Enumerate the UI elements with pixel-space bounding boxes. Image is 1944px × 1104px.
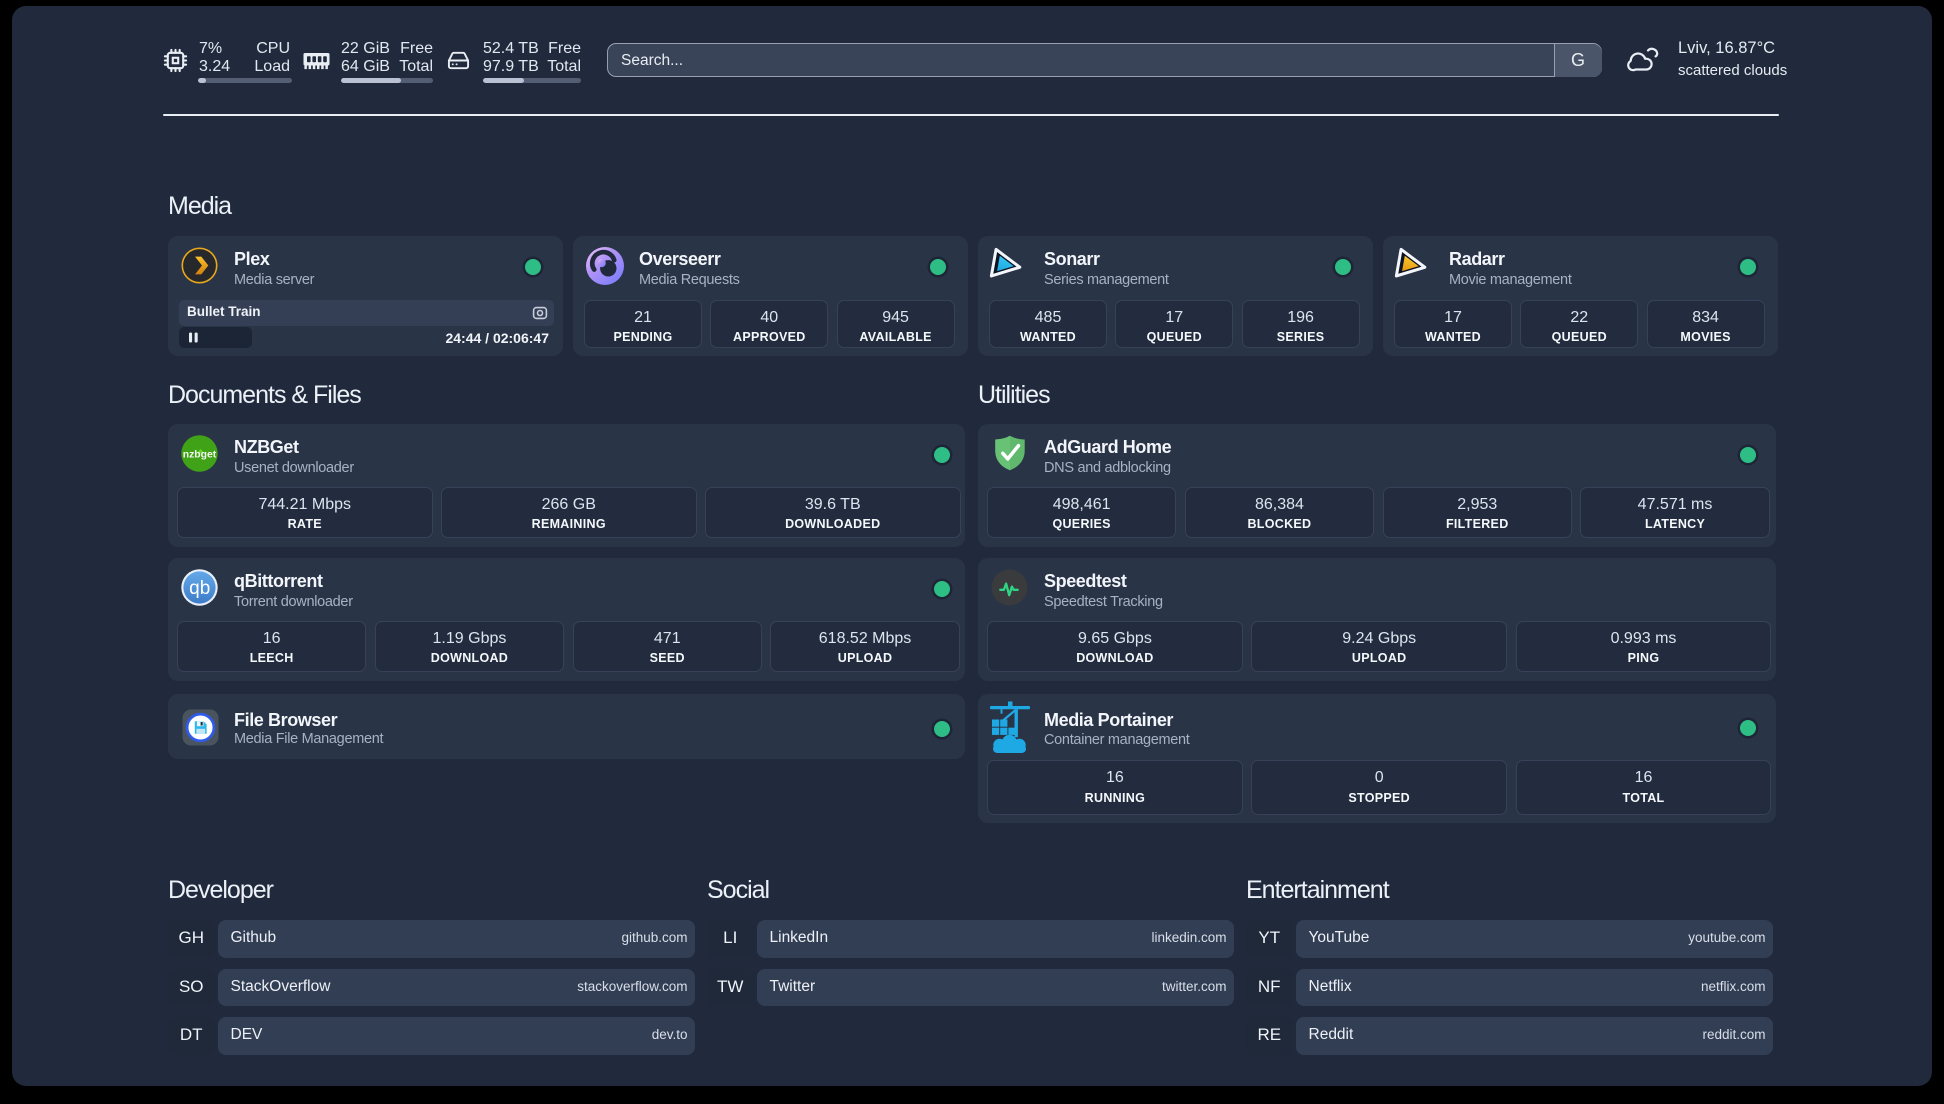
svg-text:nzbget: nzbget — [183, 450, 217, 461]
svg-text:qb: qb — [189, 578, 210, 599]
